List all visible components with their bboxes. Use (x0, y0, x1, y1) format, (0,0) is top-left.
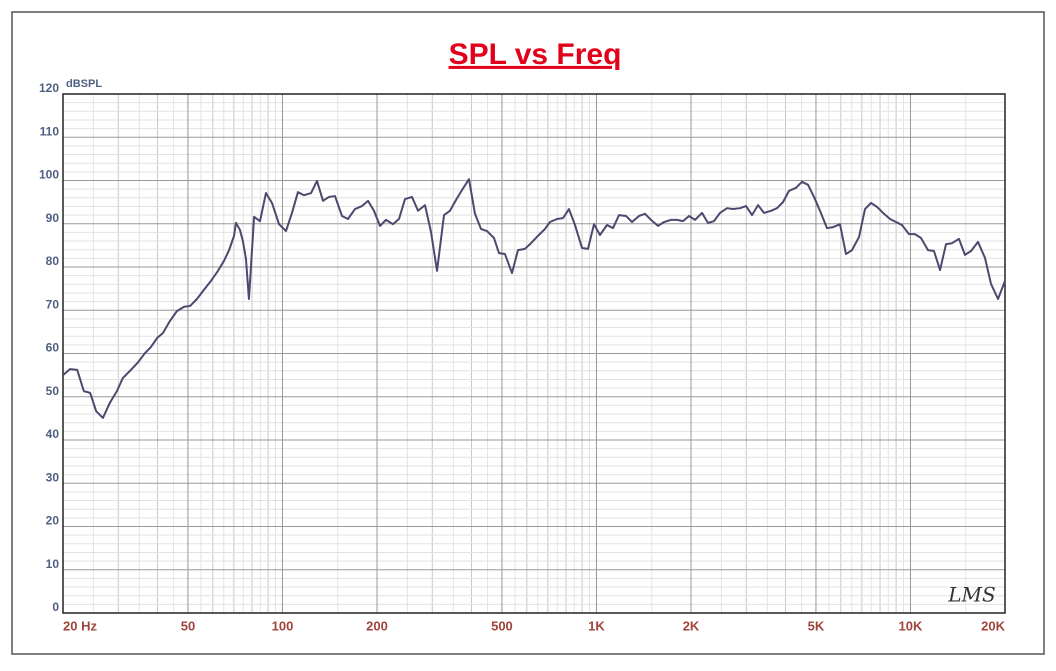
y-tick-label: 20 (46, 514, 60, 528)
x-tick-label: 50 (181, 618, 195, 633)
y-tick-label: 110 (40, 124, 60, 138)
y-tick-label: 40 (46, 427, 60, 441)
spl-line (62, 178, 1006, 419)
y-tick-label: 50 (46, 384, 60, 398)
y-tick-label: 80 (46, 254, 60, 268)
x-tick-label: 1K (588, 618, 605, 633)
y-axis-label: dBSPL (66, 78, 102, 90)
y-tick-label: 100 (39, 168, 59, 182)
y-tick-label: 10 (46, 557, 60, 571)
x-tick-label: 2K (683, 618, 700, 633)
frame (11, 11, 1045, 655)
y-tick-label: 90 (46, 211, 60, 225)
plot-border (62, 93, 1006, 614)
y-tick-label: 60 (46, 341, 60, 355)
x-tick-label: 5K (808, 618, 825, 633)
x-tick-label: 100 (272, 618, 294, 633)
y-tick-label: 70 (46, 297, 60, 311)
x-tick-label: 10K (899, 618, 923, 633)
x-tick-label: 20 Hz (63, 618, 97, 633)
chart-title: SPL vs Freq (449, 38, 622, 71)
x-tick-label: 500 (491, 618, 513, 633)
x-tick-label: 200 (366, 618, 388, 633)
y-tick-label: 30 (46, 470, 60, 484)
logo: LMS (947, 583, 995, 607)
y-tick-label: 0 (52, 600, 59, 614)
x-tick-label: 20K (981, 618, 1005, 633)
y-tick-label: 120 (39, 81, 59, 95)
